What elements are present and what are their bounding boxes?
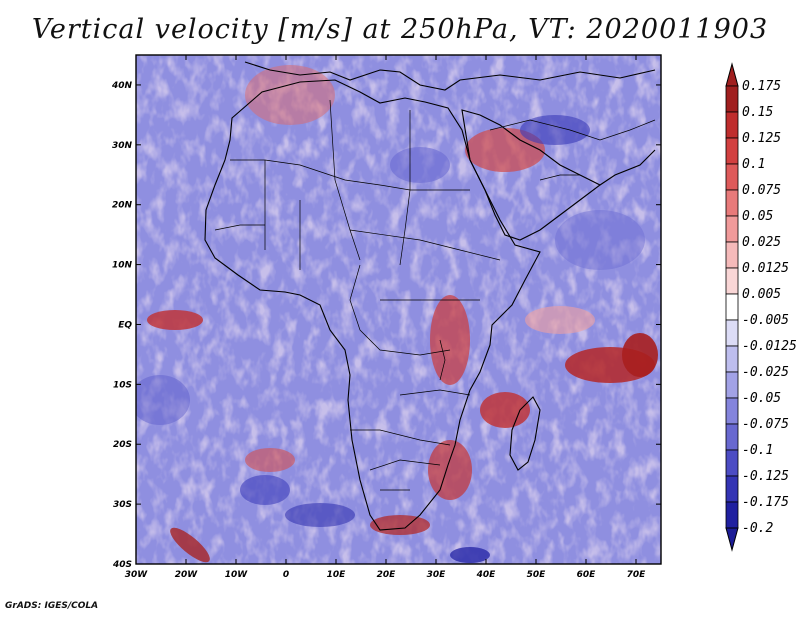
colorbar-label: 0.075 [742, 183, 781, 198]
europe-coastline [244, 61, 656, 91]
lon-tick-label: 40E [476, 570, 497, 580]
lat-tick-label: 40S [112, 560, 132, 570]
lon-tick-label: 20E [377, 570, 397, 580]
lon-tick-label: 30E [427, 570, 447, 580]
africa-coastline [204, 79, 541, 531]
chart-title: Vertical velocity [m/s] at 250hPa, VT: 2… [31, 14, 769, 45]
colorbar-swatch [725, 111, 739, 139]
colorbar-label: 0.025 [742, 235, 781, 250]
colorbar-label: -0.05 [742, 391, 781, 406]
colorbar-swatch [725, 163, 739, 191]
colorbar-label: -0.075 [742, 417, 789, 432]
colorbar-swatch [725, 319, 739, 347]
colorbar-label: 0.175 [742, 79, 781, 94]
colorbar-swatch [725, 137, 739, 165]
lat-tick-label: 10N [112, 261, 133, 271]
madagascar-coastline [509, 396, 541, 471]
map-frame [135, 54, 662, 565]
colorbar-bottom-arrow [725, 527, 739, 552]
lat-tick-label: 30N [112, 141, 133, 151]
ascent-patch [430, 295, 470, 385]
lat-tick-label: 30S [113, 500, 132, 510]
lon-tick-label: 10E [327, 570, 347, 580]
lon-tick-label: 0 [283, 570, 289, 580]
country-borders [214, 99, 656, 491]
colorbar-label: -0.0125 [742, 339, 797, 354]
descent-patch [240, 475, 290, 505]
ascent-patch [245, 65, 335, 125]
descent-patch [555, 210, 645, 270]
colorbar-swatch [725, 371, 739, 399]
lat-tick-label: 10S [113, 380, 132, 390]
colorbar-top-arrow [725, 62, 739, 87]
map-axes: 30W 20W 10W 0 10E 20E 30E 40E 50E 60E 70E 40N 30N 20N… [111, 55, 661, 580]
lon-tick-label: 60E [577, 570, 597, 580]
colorbar-swatch [725, 449, 739, 477]
credit-label: GrADS: IGES/COLA [5, 601, 99, 611]
field-layer [136, 55, 661, 564]
coastlines [204, 61, 656, 531]
lat-tick-label: EQ [118, 320, 132, 330]
india-coastline [599, 149, 656, 186]
ascent-patch [245, 448, 295, 472]
lat-tick-label: 40N [111, 81, 133, 91]
colorbar-swatch [725, 267, 739, 295]
colorbar-label: -0.2 [742, 521, 773, 536]
ascent-patch [465, 128, 545, 172]
arabia-coastline [461, 109, 602, 241]
colorbar-label: -0.025 [742, 365, 789, 380]
colorbar-swatch [725, 475, 739, 503]
colorbar-swatch [725, 501, 739, 529]
lon-tick-label: 70E [627, 570, 647, 580]
colorbar-label: 0.125 [742, 131, 781, 146]
colorbar-swatch [725, 397, 739, 425]
lon-tick-label: 50E [527, 570, 547, 580]
descent-patch [390, 147, 450, 183]
ascent-patch [147, 310, 203, 330]
colorbar-label: 0.05 [742, 209, 773, 224]
lon-tick-label: 10W [225, 570, 249, 580]
colorbar-label: 0.1 [742, 157, 765, 172]
colorbar-swatch [725, 293, 739, 321]
descent-patch [285, 503, 355, 527]
colorbar-swatch [725, 241, 739, 269]
lat-tick-label: 20S [113, 440, 132, 450]
colorbar: 0.175 0.15 0.125 0.1 0.075 0.05 0.025 0.0125 0.0… [725, 62, 797, 552]
lon-tick-label: 30W [125, 570, 149, 580]
ascent-patch [370, 515, 430, 535]
colorbar-label: -0.125 [742, 469, 789, 484]
colorbar-label: -0.005 [742, 313, 789, 328]
colorbar-label: 0.0125 [742, 261, 789, 276]
descent-patch [520, 115, 590, 145]
colorbar-swatch [725, 423, 739, 451]
ascent-patch [428, 440, 472, 500]
lat-tick-label: 20N [112, 201, 133, 211]
ascent-patch [170, 527, 210, 563]
colorbar-swatch [725, 189, 739, 217]
colorbar-label: 0.005 [742, 287, 781, 302]
colorbar-swatch [725, 345, 739, 373]
ascent-patch [622, 333, 658, 377]
descent-patch [136, 375, 190, 425]
ascent-patch [525, 306, 595, 334]
lon-tick-label: 20W [175, 570, 199, 580]
ascent-patch [480, 392, 530, 428]
descent-patch [450, 547, 490, 563]
colorbar-label: -0.1 [742, 443, 773, 458]
colorbar-swatch [725, 85, 739, 113]
colorbar-label: 0.15 [742, 105, 773, 120]
colorbar-swatch [725, 215, 739, 243]
colorbar-label: -0.175 [742, 495, 789, 510]
